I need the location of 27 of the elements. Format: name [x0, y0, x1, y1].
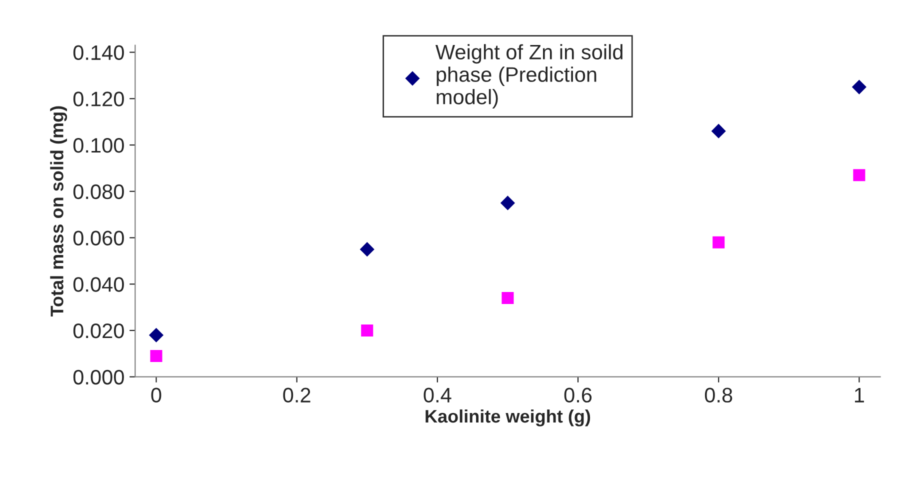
point	[853, 169, 866, 182]
x-tick-label: 0	[151, 388, 162, 403]
y-tick-label: 0.100	[73, 138, 124, 153]
x-axis-title: Kaolinite weight (g)	[426, 409, 590, 426]
point	[361, 324, 374, 336]
point	[500, 196, 515, 210]
y-tick-label: 0.140	[73, 45, 124, 60]
x-tick-label: 0.4	[424, 388, 452, 403]
y-tick-label: 0.040	[73, 277, 124, 292]
y-tick-label: 0.060	[73, 230, 124, 246]
y-tick-label: 0.120	[73, 92, 124, 106]
x-tick-label: 0.2	[283, 388, 310, 403]
point	[502, 292, 514, 304]
point	[360, 242, 374, 257]
legend-label: Weight of Zn in soild phase (Prediction model)	[435, 44, 622, 108]
x-tick-label: 0.6	[564, 388, 592, 403]
point	[711, 124, 726, 138]
x-tick-label: 0.8	[704, 388, 732, 403]
y-tick-label: 0.020	[73, 323, 124, 338]
y-axis-title: Total mass on solid (mg)	[50, 106, 68, 317]
point	[712, 236, 725, 248]
y-tick-label: 0.080	[73, 184, 124, 200]
x-tick-label: 1	[854, 388, 864, 402]
y-tick-label: 0.000	[73, 370, 124, 385]
point	[148, 328, 164, 342]
point	[150, 350, 162, 362]
point	[852, 80, 866, 94]
